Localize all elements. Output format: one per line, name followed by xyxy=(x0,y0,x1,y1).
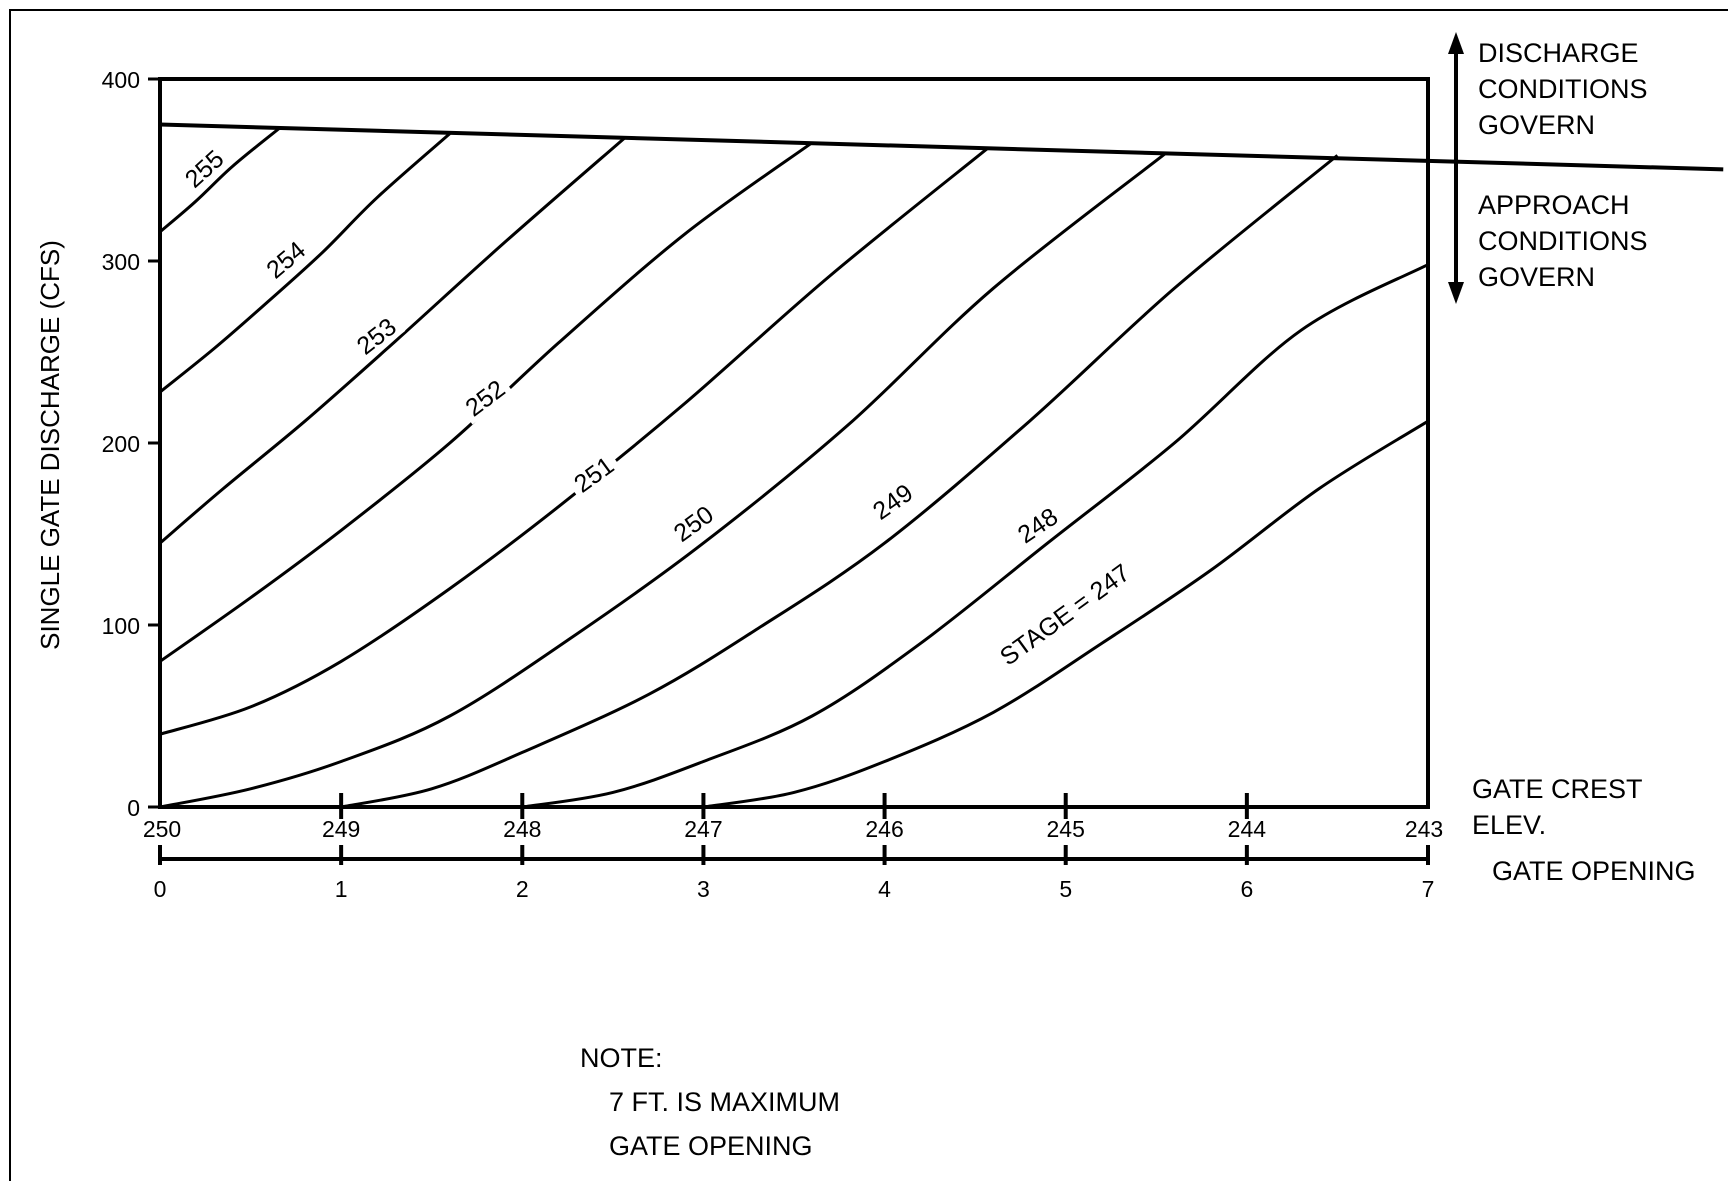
boundary-line xyxy=(159,122,1724,172)
note-heading: NOTE: xyxy=(580,1043,663,1073)
stage-curve-248 xyxy=(522,263,1429,809)
stage-curve-254 xyxy=(159,132,451,394)
plot-border xyxy=(158,77,1430,809)
stage-label-mask xyxy=(255,230,315,287)
stage-curve-253 xyxy=(159,136,627,545)
x-axis-label: GATE OPENING xyxy=(1492,856,1696,886)
boundary-label-above: DISCHARGE CONDITIONS GOVERN xyxy=(1478,38,1648,140)
crest-tick-label: 246 xyxy=(865,816,903,842)
stage-curve-247 xyxy=(703,419,1429,809)
crest-tick-label: 245 xyxy=(1047,816,1085,842)
stage-label-mask xyxy=(988,553,1140,674)
x-tick-label: 1 xyxy=(335,876,348,902)
plot-layer xyxy=(158,32,1724,809)
y-tick-label: 100 xyxy=(102,613,140,639)
x-tick-label: 3 xyxy=(697,876,710,902)
gate-crest-label: GATE CREST ELEV. xyxy=(1472,774,1643,840)
stage-label-mask xyxy=(345,307,406,363)
annotation-line: GOVERN xyxy=(1478,262,1595,292)
annotation-line: APPROACH xyxy=(1478,190,1630,220)
y-tick-label: 400 xyxy=(102,67,140,93)
stage-curve-249 xyxy=(340,154,1339,809)
annotation-line: CONDITIONS xyxy=(1478,74,1648,104)
crest-tick-label: 250 xyxy=(143,816,181,842)
y-tick-label: 300 xyxy=(102,249,140,275)
y-tick-label: 0 xyxy=(127,795,140,821)
y-tick-label: 200 xyxy=(102,431,140,457)
annotation-line: GOVERN xyxy=(1478,110,1595,140)
stage-label-247: STAGE = 247 xyxy=(995,559,1135,672)
annotation-line: ELEV. xyxy=(1472,810,1546,840)
x-tick-label: 4 xyxy=(878,876,891,902)
stage-label-mask xyxy=(1006,497,1067,552)
stage-curve-252 xyxy=(159,141,813,663)
x-tick-label: 0 xyxy=(154,876,167,902)
stage-curve-250 xyxy=(159,152,1167,809)
annotation-line: DISCHARGE xyxy=(1478,38,1639,68)
x-tick-label: 6 xyxy=(1240,876,1253,902)
stage-label-mask xyxy=(563,445,623,501)
frame-border xyxy=(9,9,1728,1181)
x-tick-label: 2 xyxy=(516,876,529,902)
y-axis-label: SINGLE GATE DISCHARGE (CFS) xyxy=(35,240,65,650)
stage-label-mask xyxy=(454,369,515,425)
stage-label-mask xyxy=(662,495,723,550)
crest-tick-label: 244 xyxy=(1228,816,1267,842)
stage-label-mask xyxy=(862,473,922,528)
stage-curve-251 xyxy=(159,147,989,736)
x-tick-label: 7 xyxy=(1422,876,1435,902)
stage-curve-255 xyxy=(159,126,281,234)
boundary-arrow-head-down xyxy=(1448,282,1464,304)
x-tick-label: 5 xyxy=(1059,876,1072,902)
curve-layer xyxy=(159,126,1429,809)
crest-tick-label: 247 xyxy=(684,816,722,842)
annotation-line: GATE CREST xyxy=(1472,774,1643,804)
stage-label-mask xyxy=(173,139,233,197)
crest-tick-label: 243 xyxy=(1405,816,1443,842)
note-line-2: GATE OPENING xyxy=(609,1131,813,1161)
boundary-arrow-head-up xyxy=(1448,32,1464,54)
crest-tick-label: 248 xyxy=(503,816,541,842)
annotation-line: CONDITIONS xyxy=(1478,226,1648,256)
note-line-1: 7 FT. IS MAXIMUM xyxy=(609,1087,840,1117)
crest-tick-label: 249 xyxy=(322,816,360,842)
boundary-label-below: APPROACH CONDITIONS GOVERN xyxy=(1478,190,1648,292)
